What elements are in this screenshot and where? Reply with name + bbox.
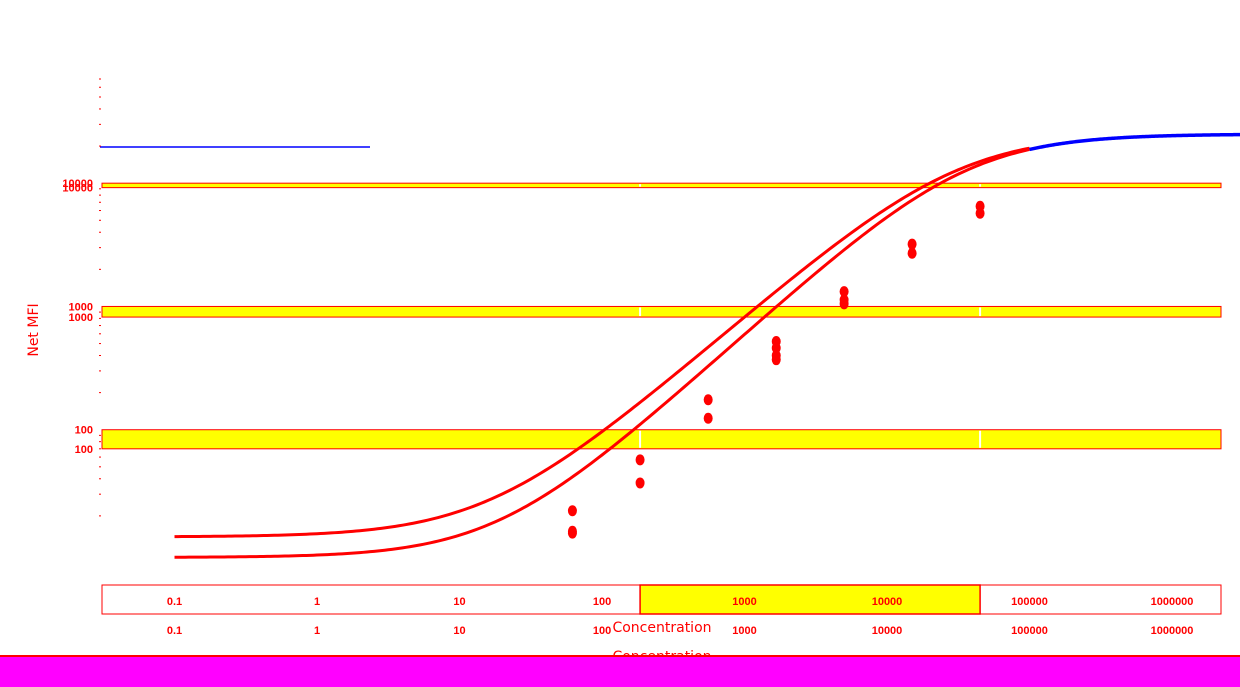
x-axis-ticks: 0.1 0.1 1 1 10 10 100 100 1000 1000 10000 10000 1000… (167, 596, 1194, 637)
data-point (975, 207, 985, 219)
x-tick-label: 100 (593, 596, 611, 608)
data-point (907, 238, 917, 250)
y-axis-title: Net MFI (26, 303, 42, 356)
fit-curve (174, 148, 1030, 559)
y-tick-label-shifted: 100 (75, 444, 93, 456)
data-point (635, 454, 645, 466)
fit-curves (174, 132, 1240, 559)
x-axis-box (101, 584, 1222, 615)
x-tick-label: 1000000 (1151, 596, 1194, 608)
highlight-band (101, 305, 1222, 318)
data-point (839, 286, 849, 298)
x-highlight-range (639, 584, 981, 615)
data-point (771, 354, 781, 366)
y-axis-ticks: 100 1000 10000 100 1000 10000 (62, 78, 101, 517)
footer-bar (0, 656, 1240, 687)
y-tick-label-shifted: 10000 (62, 183, 93, 195)
x-tick-label-lower: 10000 (872, 625, 903, 637)
data-points (567, 200, 985, 539)
data-point (635, 477, 645, 489)
x-tick-label: 100000 (1011, 596, 1048, 608)
x-axis-title: Concentration (612, 620, 711, 636)
x-tick-label-lower: 1000 (732, 625, 756, 637)
x-tick-label: 1 (314, 596, 320, 608)
highlight-bands (101, 182, 1222, 450)
x-tick-label-lower: 0.1 (167, 625, 182, 637)
y-tick-label: 100 (75, 425, 93, 437)
data-point (839, 298, 849, 310)
x-tick-label: 10000 (872, 596, 903, 608)
x-tick-label: 0.1 (167, 596, 182, 608)
y-tick-label: 10000 (62, 178, 93, 190)
extrapolated-curve (1029, 132, 1240, 152)
fit-curve (174, 146, 1030, 539)
x-tick-label-lower: 1000000 (1151, 625, 1194, 637)
data-point (567, 527, 577, 539)
x-tick-label: 1000 (732, 596, 756, 608)
x-tick-label-lower: 100 (593, 625, 611, 637)
data-point (703, 394, 713, 406)
highlight-band (101, 182, 1222, 189)
data-point (703, 412, 713, 424)
data-point (907, 247, 917, 259)
y-tick-label: 1000 (69, 301, 93, 313)
y-tick-label-shifted: 1000 (69, 312, 93, 324)
x-tick-label: 10 (453, 596, 465, 608)
x-tick-label-lower: 1 (314, 625, 320, 637)
data-point (567, 505, 577, 517)
x-tick-label-lower: 100000 (1011, 625, 1048, 637)
x-tick-label-lower: 10 (453, 625, 465, 637)
highlight-band (101, 429, 1222, 450)
